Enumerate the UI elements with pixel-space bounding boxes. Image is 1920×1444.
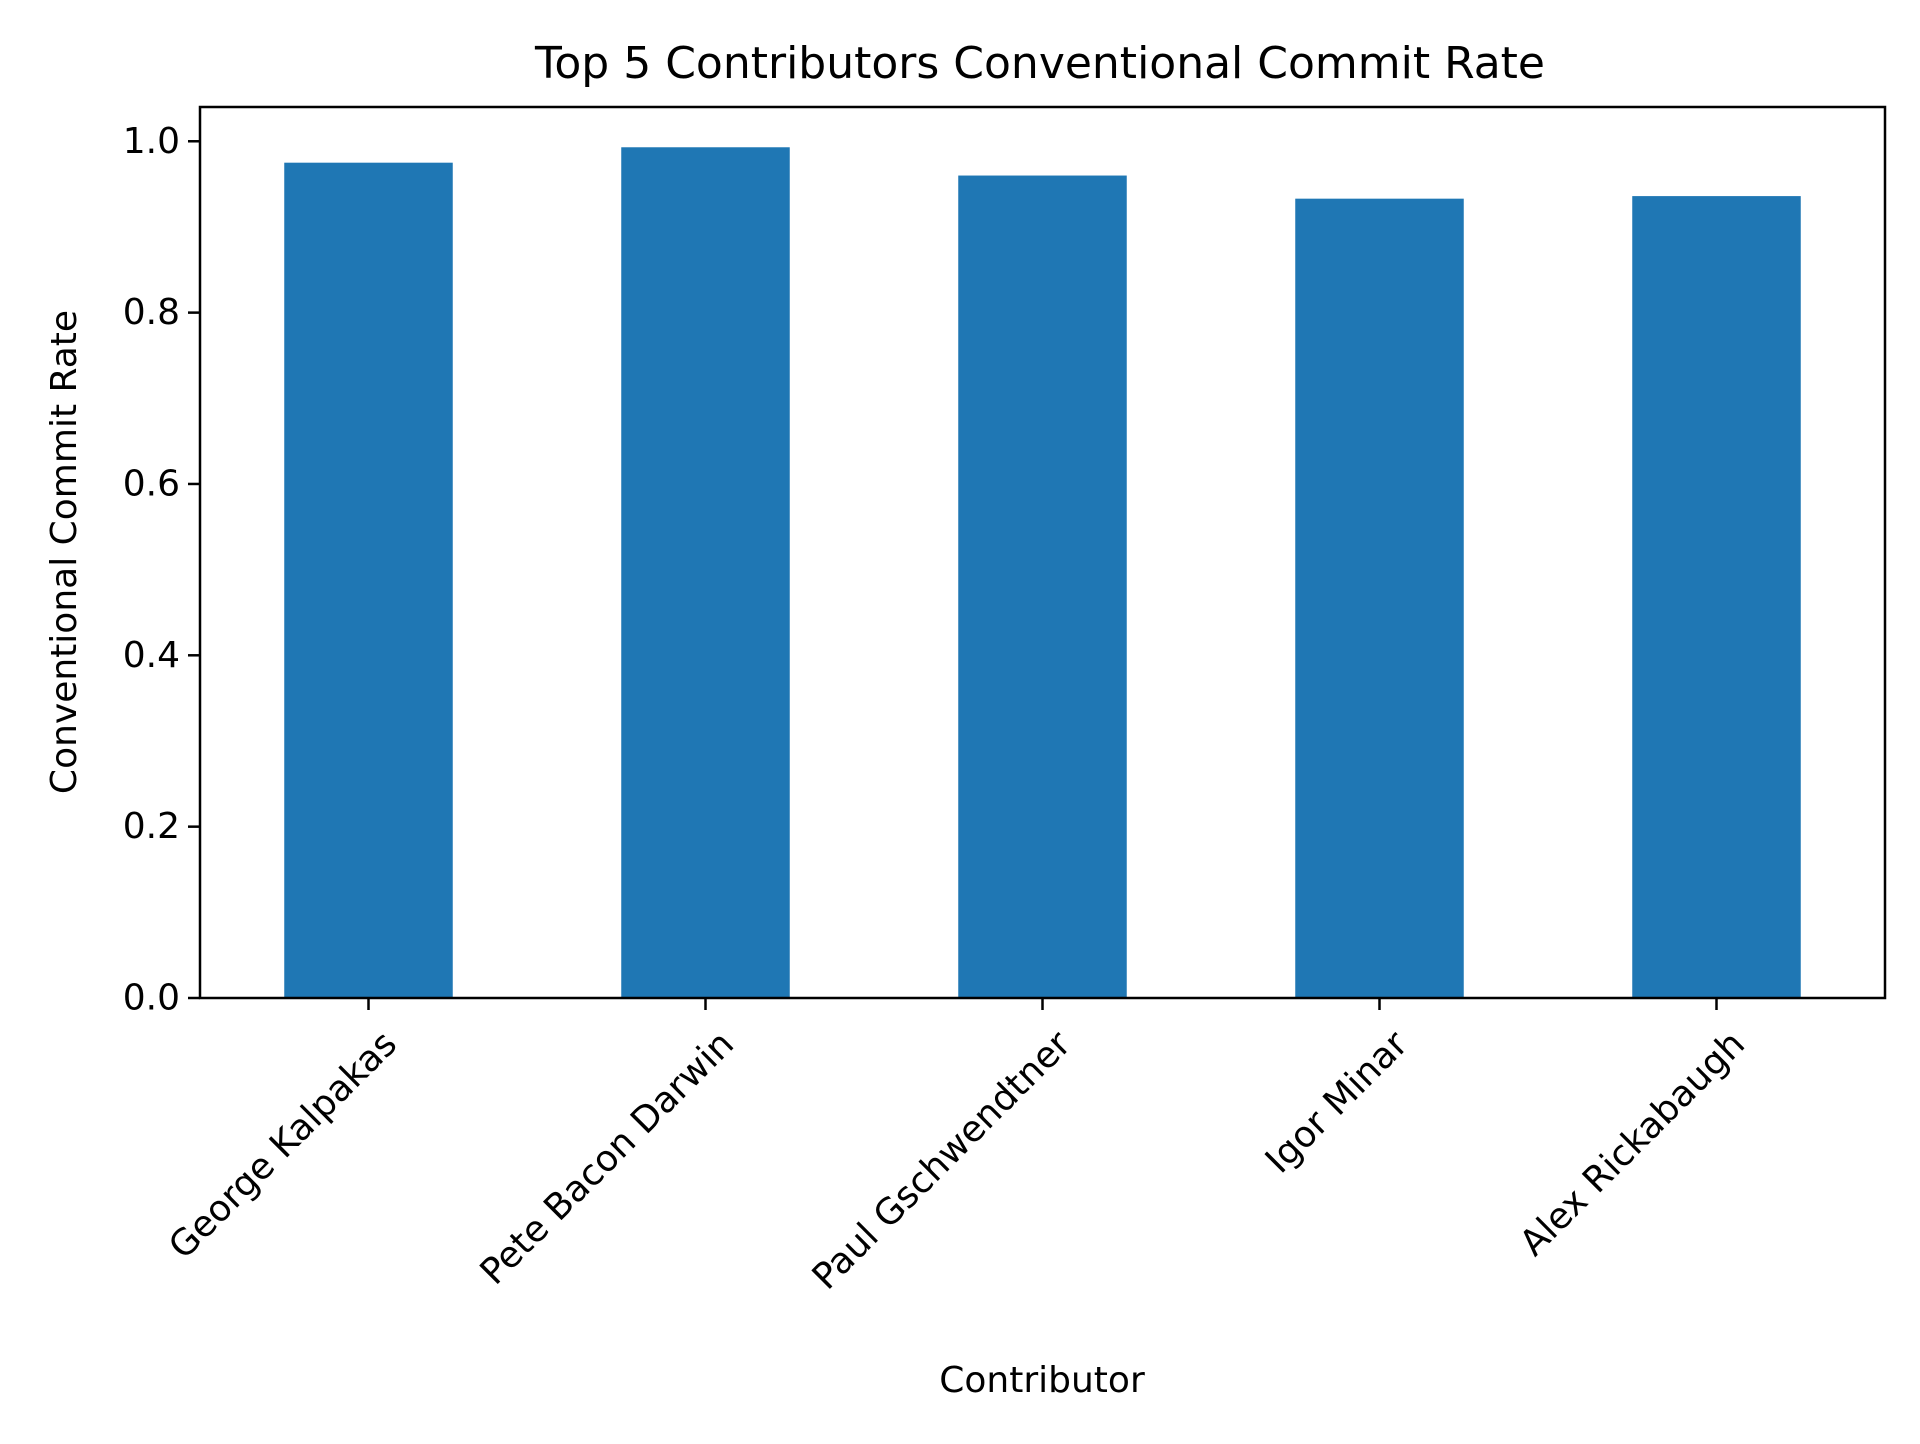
bar-paul-gschwendtner (958, 175, 1127, 999)
x-axis-label: Contributor (939, 1360, 1145, 1401)
x-tick-label: Igor Minar (1258, 1023, 1416, 1181)
x-tick-label: Pete Bacon Darwin (473, 1023, 742, 1292)
y-tick-label: 0.8 (123, 292, 180, 333)
y-axis-ticks: 0.0 0.2 0.4 0.6 0.8 1.0 (123, 121, 200, 1019)
bar-pete-bacon-darwin (621, 147, 790, 998)
x-axis-ticks: George Kalpakas Pete Bacon Darwin Paul Gsc… (161, 998, 1753, 1298)
y-tick-label: 0.4 (123, 635, 180, 676)
y-tick-label: 0.6 (123, 463, 180, 504)
y-axis-label: Conventional Commit Rate (44, 310, 85, 794)
y-tick-label: 0.2 (123, 806, 180, 847)
x-tick-label: Paul Gschwendtner (805, 1023, 1079, 1297)
bar-alex-rickabaugh (1632, 196, 1801, 999)
x-tick-label: George Kalpakas (161, 1023, 405, 1267)
plot-frame (198, 105, 1887, 1000)
x-tick-label: Alex Rickabaugh (1512, 1023, 1753, 1264)
bar-igor-minar (1295, 198, 1464, 999)
y-tick-label: 0.0 (123, 978, 180, 1019)
bar-george-kalpakas (284, 162, 453, 998)
bars (284, 147, 1801, 999)
y-tick-label: 1.0 (123, 121, 180, 162)
chart-title: Top 5 Contributors Conventional Commit R… (534, 38, 1545, 89)
